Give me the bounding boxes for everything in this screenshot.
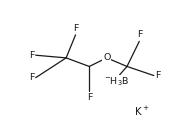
Text: F: F [29,51,34,60]
Text: $\mathregular{^{-}H_3B}$: $\mathregular{^{-}H_3B}$ [104,76,129,88]
Text: F: F [29,73,34,82]
Text: F: F [73,24,78,33]
Text: K$\mathregular{^+}$: K$\mathregular{^+}$ [134,105,150,118]
Text: F: F [87,93,92,102]
Text: O: O [103,53,110,62]
Text: F: F [137,30,142,39]
Text: F: F [155,71,161,80]
